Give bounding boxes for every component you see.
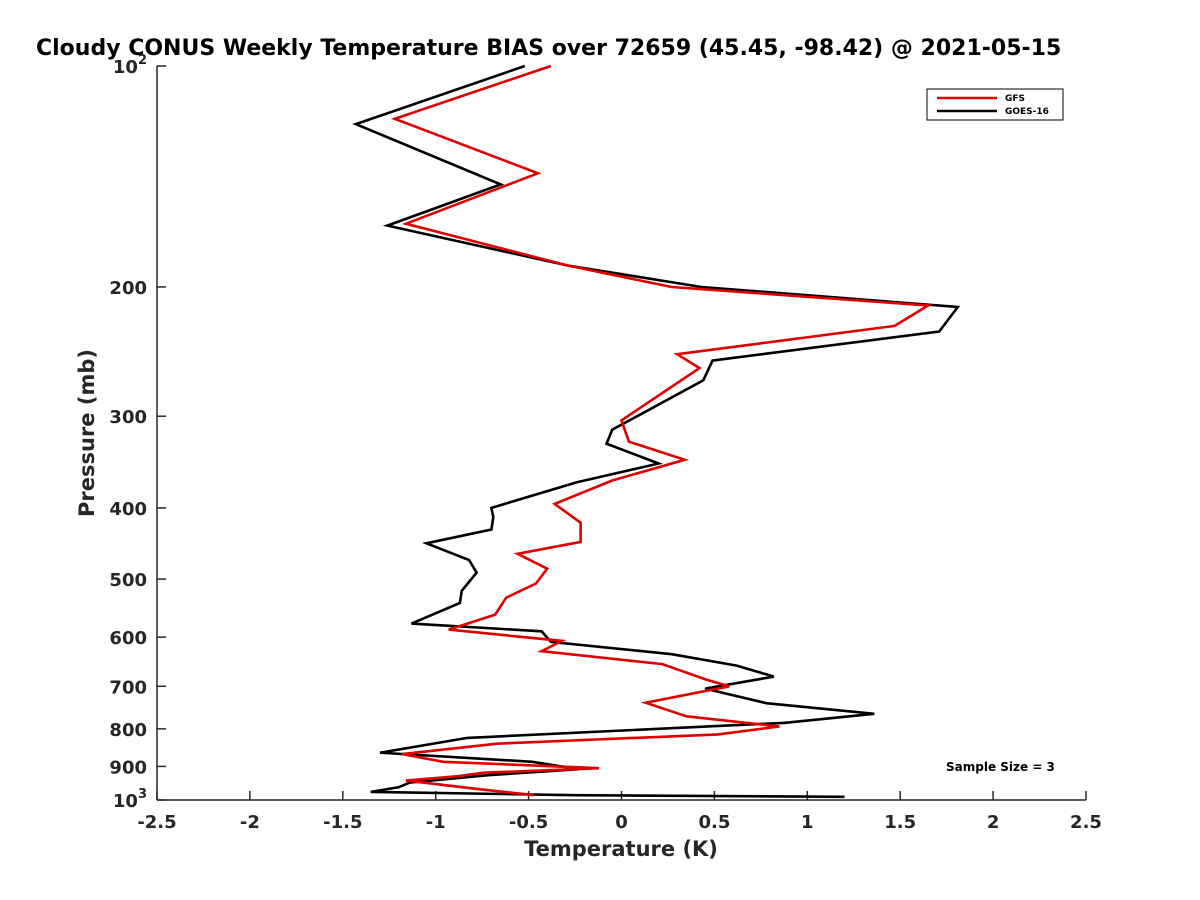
y-tick-label: 400 [109,499,147,520]
x-ticks: -2.5 -2 -1.5 -1 -0.5 0 0.5 1 1.5 2 2.5 [137,791,1102,833]
y-tick-label: 900 [109,757,147,778]
y-ticks: 102 200 300 400 500 600 700 800 900 103 [109,53,166,812]
x-tick-label: 1 [801,812,814,833]
y-tick-label: 300 [109,407,147,428]
x-tick-label: -1.5 [323,812,362,833]
legend: GFS GOES-16 [926,88,1064,121]
x-tick-label: 1.5 [884,812,916,833]
series-line-goes16 [352,64,961,799]
series-layer [352,64,961,799]
x-tick-label: 0 [615,812,628,833]
y-tick-label: 103 [113,787,147,812]
y-tick-label: 102 [113,53,147,78]
x-tick-label: -2.5 [137,812,176,833]
y-tick-label: 500 [109,570,147,591]
x-axis-label: Temperature (K) [524,837,718,861]
legend-label-goes16: GOES-16 [1005,107,1049,117]
y-tick-label: 800 [109,720,147,741]
x-tick-label: 2 [987,812,1000,833]
series-line-gfs [390,64,933,797]
x-tick-label: -0.5 [509,812,548,833]
x-tick-label: 2.5 [1070,812,1102,833]
y-tick-label: 200 [109,278,147,299]
y-tick-label: 600 [109,628,147,649]
x-tick-label: -1 [426,812,446,833]
x-tick-label: 0.5 [698,812,730,833]
chart-title: Cloudy CONUS Weekly Temperature BIAS ove… [36,36,1061,61]
legend-label-gfs: GFS [1005,94,1025,104]
x-tick-label: -2 [240,812,260,833]
sample-size-annotation: Sample Size = 3 [946,760,1055,774]
y-axis-label: Pressure (mb) [75,349,99,517]
y-tick-label: 700 [109,677,147,698]
legend-box [926,88,1064,121]
